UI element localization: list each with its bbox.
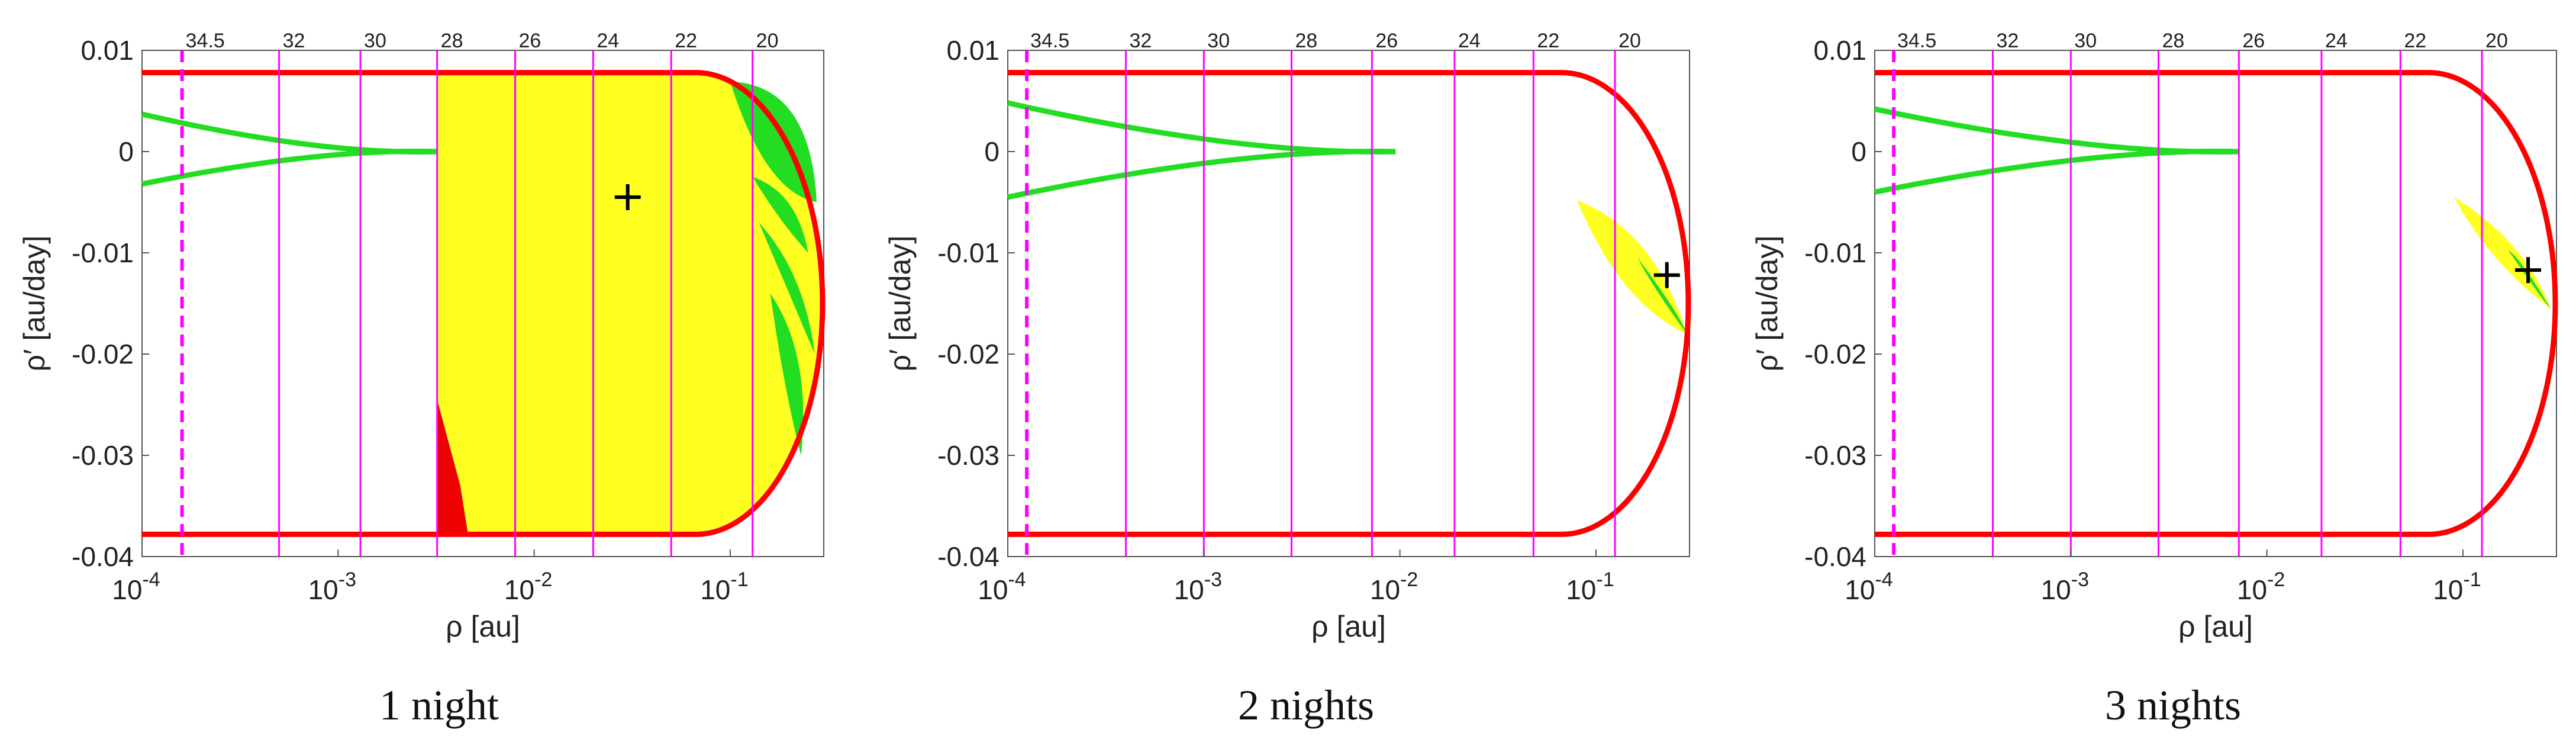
y-tick-label: -0.04 [937, 541, 1000, 572]
magnitude-label: 22 [1537, 30, 1559, 52]
green-region [770, 293, 804, 455]
magnitude-label: 32 [283, 30, 305, 52]
panel-caption-1: 1 night [379, 682, 499, 729]
y-tick-label: -0.02 [1804, 339, 1866, 369]
x-tick-exponent: -1 [1596, 568, 1614, 591]
magnitude-label: 24 [597, 30, 619, 52]
yellow-region [437, 72, 823, 535]
y-tick-label: -0.02 [72, 339, 134, 369]
y-tick-label: -0.01 [937, 237, 1000, 268]
yellow-region [1576, 200, 1687, 334]
magnitude-label: 22 [675, 30, 697, 52]
x-tick-label: 10-4 [1845, 568, 1892, 605]
y-tick-label: -0.01 [1804, 237, 1866, 268]
y-tick-label: 0.01 [1813, 35, 1866, 66]
y-tick-label: -0.04 [72, 541, 134, 572]
x-tick-exponent: -3 [338, 568, 356, 591]
panel-caption-2: 2 nights [1237, 682, 1375, 729]
x-tick-label: 10-4 [112, 568, 160, 605]
y-tick-label: -0.03 [72, 440, 134, 471]
magnitude-label: 32 [1996, 30, 2019, 52]
green-region [752, 176, 808, 253]
x-tick-exponent: -4 [142, 568, 160, 591]
panel-2: 34.5 32 30 28 26 24 22 20 0.01 0 -0.01 -0.02 -0.03 -0… [884, 30, 1691, 643]
magnitude-label: 20 [1619, 30, 1641, 52]
y-tick-label: 0.01 [80, 35, 134, 66]
y-axis-label: ρ′ [au/day] [18, 236, 51, 372]
x-tick-label: 10-1 [1566, 568, 1614, 605]
magnitude-label: 34.5 [186, 30, 225, 52]
y-tick-label: 0 [1851, 136, 1866, 167]
magnitude-label: 20 [756, 30, 779, 52]
plot-area [1874, 50, 2557, 557]
green-cusp-lower [1874, 149, 2239, 195]
x-tick-exponent: -2 [534, 568, 552, 591]
panel-3: 34.5 32 30 28 26 24 22 20 0.01 0 -0.01 -0.02 -0.03 -0… [1750, 30, 2558, 643]
x-tick-label: 10-2 [2237, 568, 2285, 605]
x-axis-label: ρ [au] [446, 610, 520, 643]
y-axis-label: ρ′ [au/day] [884, 236, 917, 372]
x-tick-exponent: -4 [1875, 568, 1892, 591]
magnitude-label: 22 [2404, 30, 2426, 52]
y-tick-label: 0 [984, 136, 1000, 167]
magnitude-label: 28 [1295, 30, 1317, 52]
green-region [1637, 258, 1687, 334]
boundary-curve [1875, 70, 2558, 537]
magnitude-label: 24 [1458, 30, 1481, 52]
x-axis-label: ρ [au] [1311, 610, 1386, 643]
x-tick-exponent: -3 [2071, 568, 2089, 591]
red-region [437, 399, 468, 535]
magnitude-label: 32 [1129, 30, 1152, 52]
y-tick-label: 0.01 [946, 35, 1000, 66]
y-tick-label: -0.02 [937, 339, 1000, 369]
x-tick-label: 10-2 [504, 568, 552, 605]
x-tick-label: 10-3 [2041, 568, 2089, 605]
plot-area [1007, 50, 1690, 557]
y-tick-label: -0.01 [72, 237, 134, 268]
magnitude-label: 30 [364, 30, 386, 52]
x-tick-exponent: -3 [1204, 568, 1222, 591]
magnitude-label: 26 [2242, 30, 2265, 52]
panel-caption-3: 3 nights [2104, 682, 2242, 729]
y-tick-label: -0.04 [1804, 541, 1866, 572]
x-tick-exponent: -4 [1008, 568, 1026, 591]
magnitude-label: 26 [519, 30, 541, 52]
y-tick-label: -0.03 [937, 440, 1000, 471]
magnitude-label: 28 [2162, 30, 2184, 52]
x-tick-label: 10-3 [308, 568, 356, 605]
y-axis-label: ρ′ [au/day] [1750, 236, 1784, 372]
x-tick-label: 10-1 [2433, 568, 2481, 605]
magnitude-label: 30 [1207, 30, 1230, 52]
magnitude-label: 24 [2325, 30, 2348, 52]
magnitude-label: 30 [2074, 30, 2097, 52]
magnitude-label: 34.5 [1030, 30, 1069, 52]
x-tick-exponent: -2 [1400, 568, 1418, 591]
magnitude-label: 28 [441, 30, 463, 52]
magnitude-label: 34.5 [1897, 30, 1936, 52]
x-tick-label: 10-1 [700, 568, 748, 605]
y-tick-label: -0.03 [1804, 440, 1866, 471]
panel-1: 34.5 32 30 28 26 24 22 20 0.01 0 -0.01 -0.02 -0.03 -0… [18, 30, 826, 643]
x-tick-exponent: -1 [730, 568, 748, 591]
magnitude-label: 26 [1375, 30, 1398, 52]
green-cusp-lower [1007, 149, 1396, 200]
y-tick-label: 0 [118, 136, 134, 167]
x-tick-exponent: -1 [2463, 568, 2481, 591]
x-axis-label: ρ [au] [2178, 610, 2253, 643]
x-tick-label: 10-4 [978, 568, 1026, 605]
magnitude-label: 20 [2485, 30, 2508, 52]
x-tick-label: 10-3 [1174, 568, 1222, 605]
boundary-curve [1008, 70, 1691, 537]
x-tick-exponent: -2 [2267, 568, 2285, 591]
x-tick-label: 10-2 [1370, 568, 1418, 605]
green-cusp-lower [141, 148, 437, 187]
